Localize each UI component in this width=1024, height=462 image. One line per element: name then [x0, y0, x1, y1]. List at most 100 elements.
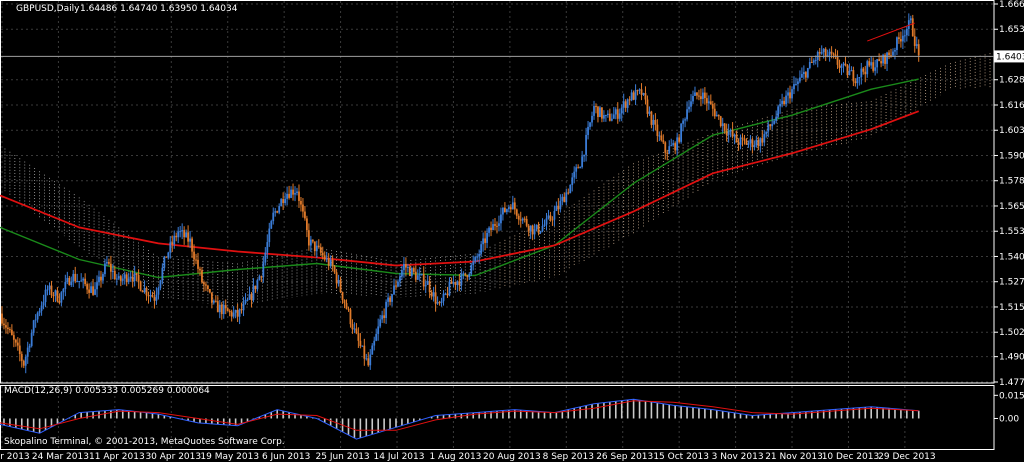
candle-body [470, 264, 473, 275]
candle-body [420, 274, 423, 276]
candle-body [38, 310, 41, 313]
candle-body [696, 92, 698, 96]
candle-body [824, 48, 827, 57]
main-panel-frame [0, 0, 995, 384]
candle-body [401, 270, 403, 277]
candle-body [10, 329, 13, 336]
candle-body [753, 145, 756, 148]
candle-body [593, 106, 595, 116]
candle-body [311, 239, 314, 242]
candle-body [787, 92, 789, 96]
candle-body [666, 152, 669, 154]
candle-body [680, 123, 683, 142]
candle-body [244, 299, 247, 304]
candle-body [513, 202, 516, 210]
candle-body [892, 51, 894, 56]
candle-body [220, 304, 223, 315]
y-tick-label: 1.54050 [999, 252, 1024, 262]
candle-body [90, 286, 92, 293]
candle-body [878, 59, 881, 62]
candle-body [448, 281, 451, 296]
candle-body [759, 138, 762, 147]
candle-body [502, 207, 504, 215]
candle-body [127, 278, 130, 282]
candle-body [20, 354, 23, 361]
candle-body [656, 124, 659, 136]
candle-body [571, 177, 574, 185]
candle-body [472, 261, 475, 265]
candle-body [349, 309, 352, 325]
candle-body [797, 81, 799, 85]
candle-body [456, 281, 459, 285]
candle-body [531, 225, 534, 235]
candle-body [153, 297, 156, 301]
candle-body [870, 62, 873, 66]
candle-body [864, 71, 867, 75]
candle-body [121, 278, 124, 281]
candle-body [707, 101, 710, 104]
candle-body [210, 292, 213, 303]
candle-body [785, 95, 787, 105]
candle-body [741, 137, 744, 139]
candle-body [840, 65, 843, 68]
candle-body [96, 282, 98, 290]
candle-body [765, 131, 768, 135]
x-tick-label: 20 Aug 2013 [483, 452, 541, 462]
candle-body [789, 92, 791, 99]
candle-body [365, 358, 368, 360]
candle-body [102, 274, 104, 281]
candle-body [880, 61, 882, 64]
ma-slow-line [0, 110, 920, 267]
candle-body [315, 245, 318, 252]
candle-body [288, 193, 290, 198]
candle-body [98, 276, 100, 283]
moving-averages [0, 78, 920, 279]
y-tick-label: 1.59090 [999, 151, 1024, 161]
candle-body [597, 106, 599, 118]
candle-body [203, 282, 205, 285]
candle-body [773, 120, 776, 124]
candle-body [317, 245, 320, 248]
candle-body [567, 192, 570, 194]
candle-body [137, 274, 140, 282]
candle-body [876, 59, 879, 68]
candle-body [359, 340, 362, 347]
candle-body [214, 300, 217, 302]
candle-body [104, 263, 106, 275]
candle-body [898, 37, 900, 40]
candle-body [640, 89, 643, 95]
candle-body [700, 96, 702, 100]
candle-body [868, 61, 871, 66]
candle-body [452, 282, 455, 284]
candle-body [387, 297, 389, 302]
candle-body [70, 281, 73, 286]
x-tick-label: 19 May 2013 [200, 452, 259, 462]
candle-body [242, 303, 245, 311]
candle-body [498, 223, 500, 227]
candle-body [381, 315, 384, 320]
candle-body [650, 111, 653, 125]
candle-body [430, 292, 433, 297]
candle-body [76, 281, 79, 283]
candle-body [385, 301, 387, 318]
x-tick-label: 24 Mar 2013 [32, 452, 89, 462]
candle-body [345, 303, 348, 309]
candle-body [725, 130, 728, 135]
y-tick-label: 1.51530 [999, 303, 1024, 313]
candle-body [416, 275, 419, 280]
candle-body [565, 192, 568, 203]
y-tick-label: 1.52790 [999, 278, 1024, 288]
candle-body [733, 134, 736, 137]
x-tick-label: 14 Jul 2013 [374, 452, 425, 462]
candle-body [812, 60, 815, 63]
candle-body [684, 119, 686, 121]
x-tick-label: 26 Sep 2013 [596, 452, 653, 462]
candle-body [424, 284, 427, 287]
candle-body [715, 114, 718, 117]
candle-body [702, 92, 704, 100]
candle-body [909, 18, 912, 21]
candle-body [583, 154, 585, 157]
candle-body [474, 257, 477, 262]
candle-body [856, 77, 859, 84]
